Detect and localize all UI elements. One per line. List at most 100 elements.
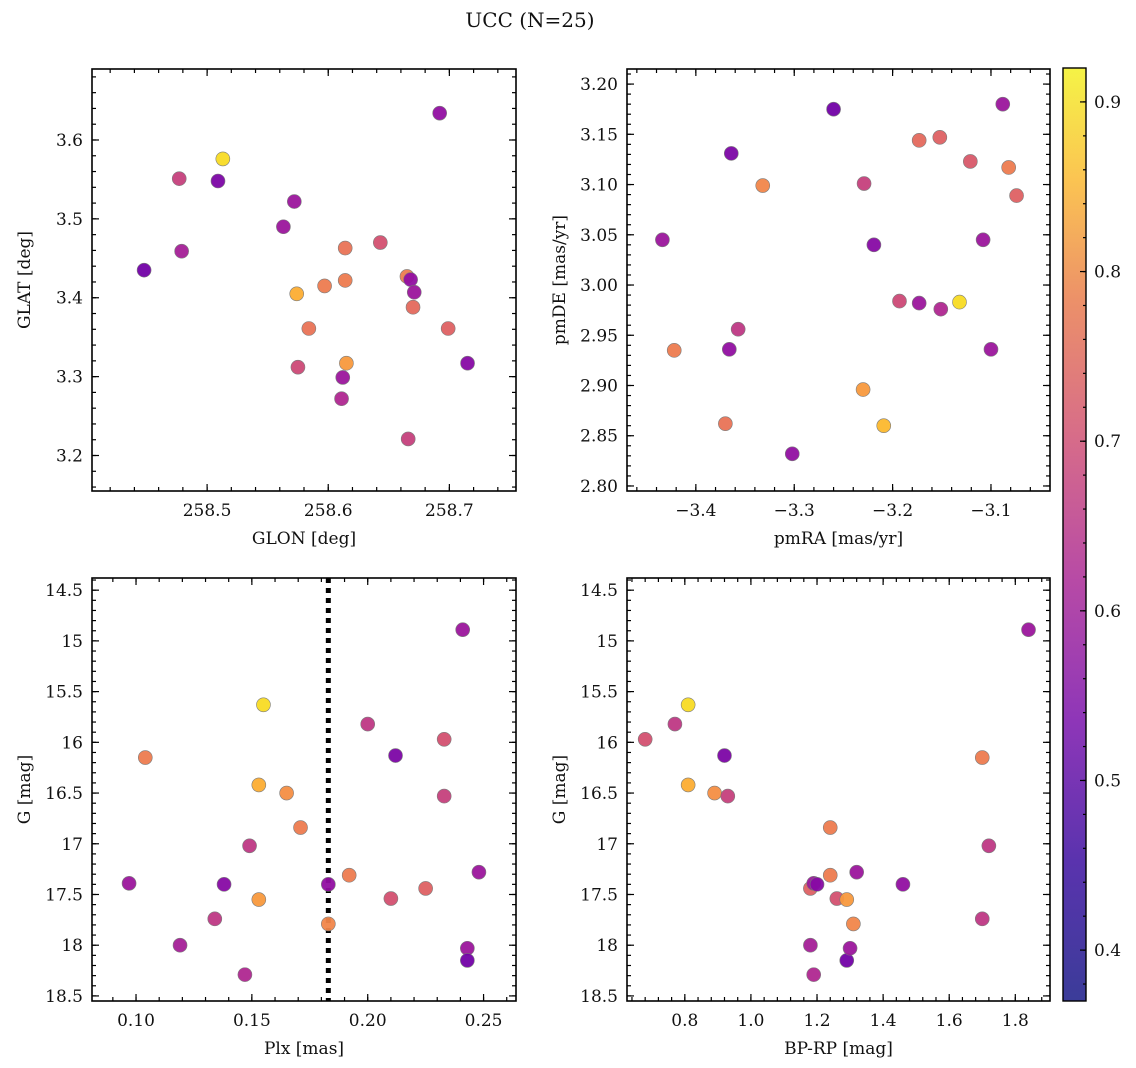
data-point [290,359,306,375]
data-point [809,877,825,892]
x-tick-label: 0.15 [233,1011,271,1031]
y-tick-label: 15 [596,632,618,652]
data-point [207,911,223,927]
data-point [717,748,732,763]
data-point [846,916,861,932]
data-point [174,243,189,259]
y-tick-label: 2.95 [580,326,618,346]
data-point [755,178,771,193]
data-point [720,788,736,804]
data-point [842,940,858,956]
x-tick-label: 1.6 [936,1011,963,1031]
data-point [680,777,696,793]
data-point [471,864,487,880]
data-point [637,731,653,747]
x-tick-label: 258.7 [425,501,474,521]
y-tick-label: 18 [61,936,83,956]
data-point [895,877,911,892]
x-tick-label: −3.1 [970,501,1011,521]
y-tick-label: 15 [61,632,83,652]
x-tick-label: −3.2 [872,501,913,521]
data-point [855,382,871,397]
data-point [680,697,696,713]
data-point [1009,188,1024,203]
y-axis-label: G [mag] [15,755,35,824]
y-tick-label: 17 [61,835,83,855]
data-point [406,284,422,300]
y-tick-label: 16.5 [580,784,618,804]
data-point [242,838,257,854]
data-point [822,820,838,835]
data-point [667,716,683,732]
x-axis-label: pmRA [mas/yr] [774,529,903,549]
plot-frame [626,68,1051,492]
y-tick-label: 2.80 [580,477,618,497]
colorbar: 0.4 0.5 0.6 0.7 0.8 0.9 [1062,67,1121,1002]
y-tick-label: 3.20 [580,75,618,95]
data-point [655,232,670,248]
colorbar-tick-label: 0.9 [1094,93,1121,113]
x-tick-label: 0.10 [117,1011,155,1031]
data-point [276,219,291,235]
data-point [216,877,232,892]
y-tick-label: 14.5 [580,581,618,601]
data-point [388,748,403,763]
y-axis-label: pmDE [mas/yr] [550,215,570,345]
plot-frame [91,68,517,492]
x-tick-label: 1.2 [803,1011,830,1031]
y-tick-label: 16 [596,733,618,753]
y-tick-label: 15.5 [580,683,618,703]
x-axis-label: BP-RP [mag] [784,1039,893,1059]
data-point [911,295,927,311]
x-axis-label: Plx [mas] [264,1039,344,1059]
panel-plx-g: 0.10 0.15 0.20 0.25 14.5 15 15.5 16 16.5 17 17.5 18… [15,577,517,1059]
y-tick-label: 18.5 [580,987,618,1007]
data-point [849,864,864,880]
plot-frame [91,577,517,1002]
colorbar-tick-label: 0.5 [1094,771,1121,791]
data-point [341,867,357,883]
data-point [722,342,737,357]
x-tick-label: 258.5 [183,501,232,521]
data-point [1001,160,1016,175]
y-tick-label: 2.85 [580,427,618,447]
data-point [335,370,351,385]
y-tick-label: 15.5 [45,683,83,703]
data-point [803,937,818,953]
data-point [723,146,739,161]
data-point [806,967,822,982]
data-point [287,194,302,209]
data-point [339,355,354,371]
y-axis-label: GLAT [deg] [15,231,35,329]
data-point [317,278,332,294]
y-tick-label: 3.15 [580,125,618,145]
data-point [718,416,733,431]
y-tick-label: 14.5 [45,581,83,601]
data-point [432,105,447,121]
y-tick-label: 17.5 [580,885,618,905]
x-tick-label: −3.4 [675,501,716,521]
data-point [321,877,336,892]
colorbar-gradient [1062,67,1087,1002]
data-point [460,355,475,371]
data-point [293,820,308,835]
data-point [932,130,948,145]
data-point [983,342,999,357]
data-point [337,273,353,288]
data-point [400,431,416,447]
y-axis-label: G [mag] [550,755,570,824]
y-tick-label: 18.5 [45,987,83,1007]
x-tick-label: 1.8 [1002,1011,1029,1031]
data-point [911,133,927,148]
data-point [892,293,907,309]
y-tick-label: 3.00 [580,276,618,296]
data-point [876,418,892,433]
data-point [301,321,317,336]
y-tick-label: 3.3 [56,368,83,388]
y-tick-label: 3.6 [56,131,83,151]
data-point [995,96,1011,112]
data-point [866,237,882,253]
y-tick-label: 18 [596,936,618,956]
data-point [418,881,433,896]
